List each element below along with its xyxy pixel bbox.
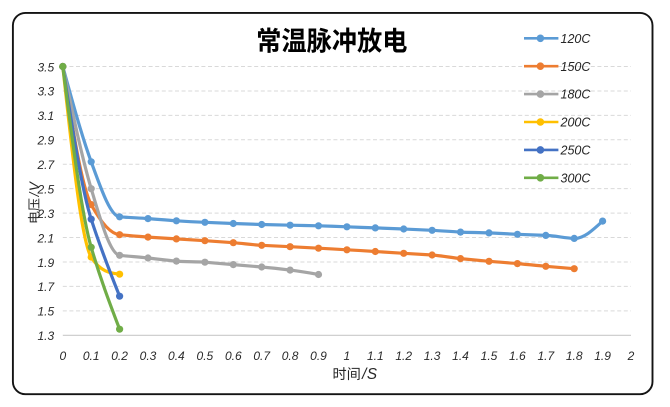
svg-text:150C: 150C [561,60,592,74]
svg-text:2.1: 2.1 [37,231,55,245]
svg-text:/V: /V [27,180,42,197]
svg-text:2.3: 2.3 [37,207,55,221]
svg-text:0.3: 0.3 [140,349,157,363]
svg-text:3.5: 3.5 [38,60,55,74]
svg-text:0.9: 0.9 [310,349,327,363]
svg-text:1.3: 1.3 [424,349,441,363]
svg-text:1.5: 1.5 [481,349,498,363]
svg-text:1.7: 1.7 [537,349,555,363]
svg-text:2.5: 2.5 [37,183,55,197]
svg-text:250C: 250C [560,144,592,158]
svg-text:1.6: 1.6 [509,349,526,363]
svg-text:180C: 180C [561,88,592,102]
svg-text:0.6: 0.6 [225,349,242,363]
svg-text:0.8: 0.8 [282,349,299,363]
svg-text:1: 1 [344,349,351,363]
svg-text:1.3: 1.3 [38,329,55,343]
svg-text:2.7: 2.7 [37,158,56,172]
svg-text:1.2: 1.2 [395,349,412,363]
svg-text:0.5: 0.5 [197,349,214,363]
svg-text:300C: 300C [561,171,592,185]
svg-text:120C: 120C [561,32,592,46]
svg-text:/S: /S [361,366,378,383]
svg-text:0.7: 0.7 [253,349,271,363]
svg-text:200C: 200C [560,116,592,130]
svg-text:0.1: 0.1 [83,349,100,363]
svg-text:1.8: 1.8 [566,349,583,363]
svg-text:3.3: 3.3 [38,85,55,99]
svg-text:0.4: 0.4 [168,349,185,363]
svg-text:1.1: 1.1 [367,349,384,363]
svg-text:1.9: 1.9 [38,256,55,270]
svg-text:2.9: 2.9 [37,134,55,148]
svg-text:1.5: 1.5 [38,305,55,319]
svg-text:0.2: 0.2 [111,349,128,363]
svg-text:1.7: 1.7 [38,280,56,294]
svg-text:1.9: 1.9 [594,349,611,363]
svg-text:3.1: 3.1 [38,109,55,123]
svg-text:1.4: 1.4 [452,349,469,363]
svg-text:0: 0 [59,349,66,363]
svg-text:2: 2 [627,349,635,363]
